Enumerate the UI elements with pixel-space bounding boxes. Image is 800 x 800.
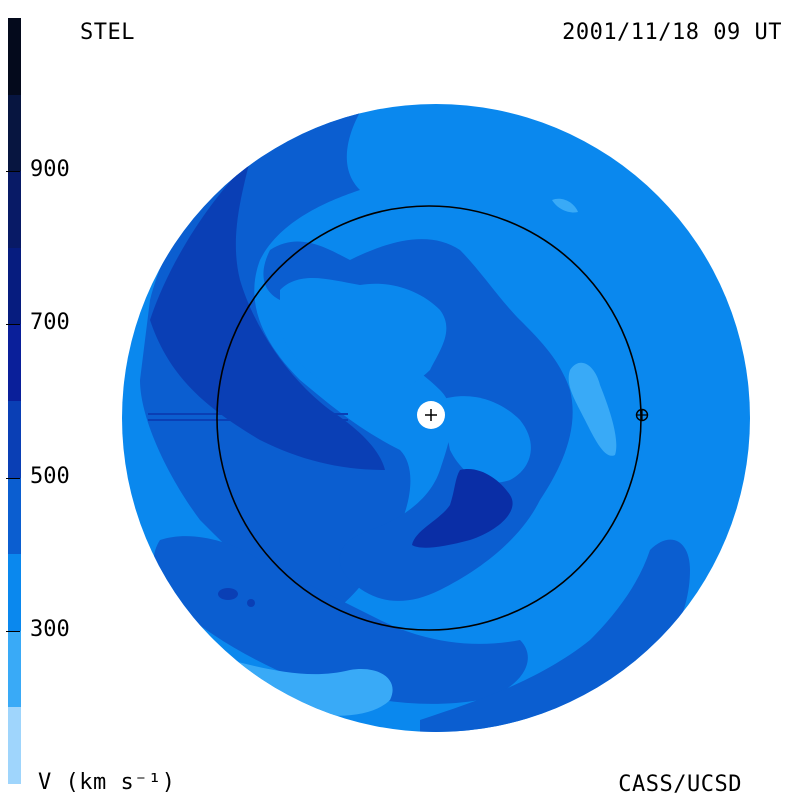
color-scale-tick-label: 300 [30, 616, 70, 642]
color-scale-tick-label: 700 [30, 310, 70, 336]
velocity-region [247, 599, 255, 607]
velocity-region [568, 362, 617, 456]
velocity-region [218, 588, 238, 600]
color-scale-tick [6, 477, 20, 479]
color-scale-band [8, 554, 21, 631]
velocity-region [412, 469, 513, 548]
velocity-region [153, 536, 528, 704]
units-label: V (km s⁻¹) [38, 770, 176, 795]
timestamp-label: 2001/11/18 09 UT [562, 20, 782, 45]
color-scale-band [8, 630, 21, 708]
velocity-region [150, 160, 385, 470]
color-scale-tick-label: 900 [30, 157, 70, 183]
color-scale-band [8, 707, 21, 784]
artifact-line [148, 419, 348, 421]
velocity-region [440, 396, 531, 483]
earth-icon [635, 408, 649, 422]
earth-orbit [216, 205, 642, 631]
color-scale-band [8, 171, 21, 248]
color-scale-band [8, 18, 21, 95]
color-scale-tick [6, 324, 20, 326]
sun-icon [417, 401, 445, 429]
velocity-region [230, 660, 393, 716]
color-scale-tick [6, 171, 20, 173]
credit-label: CASS/UCSD [618, 772, 742, 797]
artifact-line [148, 413, 348, 415]
color-scale-tick [6, 630, 20, 632]
observatory-label: STEL [80, 20, 135, 45]
color-scale-band [8, 94, 21, 172]
velocity-region [280, 278, 447, 397]
color-scale-band [8, 477, 21, 555]
velocity-region [552, 198, 578, 213]
color-scale-band [8, 401, 21, 478]
color-scale-band [8, 247, 21, 325]
color-scale-band [8, 324, 21, 401]
color-scale-tick-label: 500 [30, 463, 70, 489]
velocity-color-scale [8, 18, 21, 784]
